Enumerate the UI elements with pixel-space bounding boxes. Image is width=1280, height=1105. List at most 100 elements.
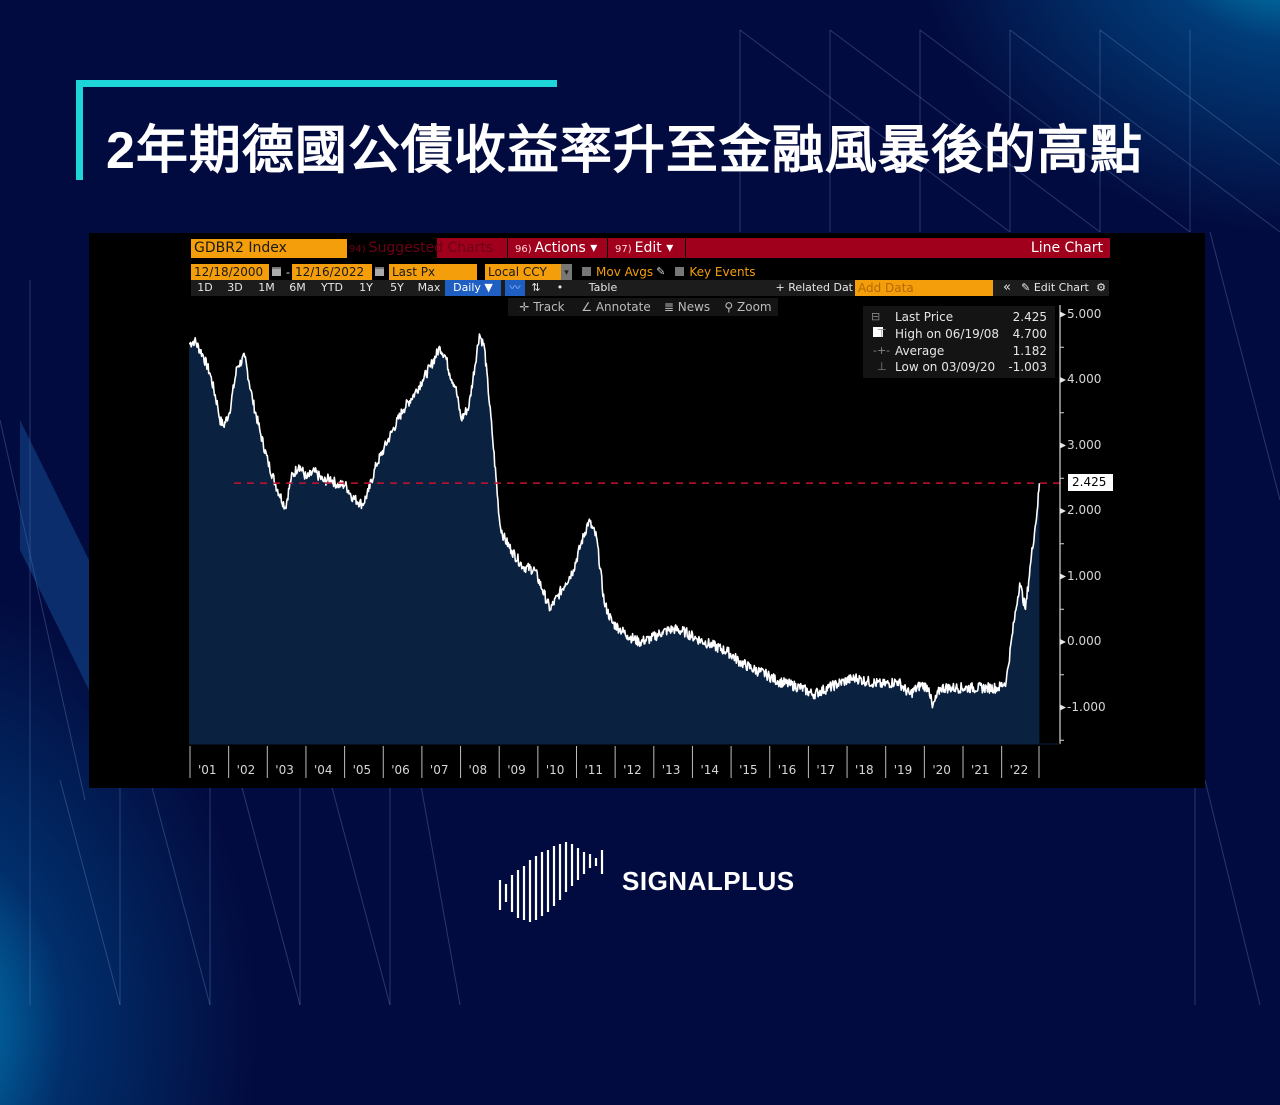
- title-accent-bracket: [76, 80, 83, 180]
- x-tick-label: '17: [816, 763, 835, 777]
- chart-legend: ⊟ Last Price 2.425 ⊤ High on 06/19/08 4.…: [863, 306, 1055, 378]
- average-marker-icon: -+-: [873, 344, 891, 357]
- y-tick-marker: [1060, 704, 1066, 711]
- separator: [507, 238, 508, 258]
- pencil-icon[interactable]: ✎: [656, 266, 666, 278]
- x-tick-label: '01: [198, 763, 217, 777]
- function-bar: [437, 238, 1110, 258]
- x-tick-label: '09: [507, 763, 526, 777]
- mov-avgs-checkbox[interactable]: [582, 267, 591, 276]
- yield-area-fill: [189, 334, 1040, 744]
- y-tick-label: 4.000: [1067, 372, 1102, 386]
- x-tick-label: '10: [545, 763, 565, 777]
- x-tick-label: '07: [429, 763, 449, 777]
- chart-tools-bar: ✛ Track ∠ Annotate ≣ News ⚲ Zoom: [508, 298, 778, 316]
- suggested-charts-button[interactable]: 94) Suggested Charts: [349, 240, 494, 256]
- edit-menu-button[interactable]: 97) Edit ▾: [615, 240, 674, 256]
- add-data-input[interactable]: Add Data: [855, 280, 993, 296]
- dropdown-arrow-icon[interactable]: ▾: [561, 263, 572, 280]
- gear-icon[interactable]: ⚙: [1093, 280, 1109, 296]
- x-tick-label: '04: [313, 763, 333, 777]
- title-accent-bar: [76, 80, 557, 87]
- date-range-row: 12/18/2000 - 12/16/2022 Last Px Local CC…: [191, 263, 756, 280]
- period-1y-button[interactable]: 1Y: [351, 280, 381, 296]
- zoom-tool[interactable]: ⚲ Zoom: [718, 299, 778, 315]
- track-tool[interactable]: ✛ Track: [508, 299, 576, 315]
- pen-icon: ∠: [581, 300, 596, 314]
- x-tick-label: '03: [275, 763, 294, 777]
- key-events-checkbox[interactable]: [675, 267, 685, 276]
- period-1d-button[interactable]: 1D: [191, 280, 219, 296]
- x-tick-label: '20: [932, 763, 951, 777]
- legend-last-price[interactable]: ⊟ Last Price 2.425: [871, 309, 1047, 337]
- y-axis-ticks: [1060, 311, 1066, 741]
- crosshair-icon: ✛: [519, 300, 534, 314]
- period-6m-button[interactable]: 6M: [282, 280, 313, 296]
- actions-menu-button[interactable]: 96) Actions ▾: [515, 240, 598, 256]
- period-1m-button[interactable]: 1M: [251, 280, 282, 296]
- legend-high: ⊤ High on 06/19/08 4.700: [871, 326, 1047, 342]
- calendar-icon[interactable]: [375, 267, 384, 276]
- mov-avgs-label[interactable]: Mov Avgs: [596, 264, 654, 279]
- low-marker-icon: ⊥: [877, 360, 887, 373]
- period-max-button[interactable]: Max: [413, 280, 445, 296]
- y-tick-marker: [1060, 442, 1066, 449]
- collapse-toggle-icon[interactable]: ⊟: [871, 309, 891, 341]
- background-decorative-lines: [0, 29, 1280, 1005]
- ticker-field[interactable]: GDBR2 Index: [191, 239, 347, 258]
- price-field-select[interactable]: Last Px: [389, 263, 477, 280]
- frequency-select[interactable]: Daily ▼: [445, 280, 501, 296]
- y-tick-label: -1.000: [1067, 699, 1106, 714]
- x-tick-label: '22: [1009, 763, 1029, 777]
- yield-chart[interactable]: [89, 233, 1205, 788]
- news-icon: ≣: [663, 300, 678, 314]
- x-tick-label: '08: [468, 763, 488, 777]
- x-tick-label: '06: [391, 763, 410, 777]
- table-button[interactable]: Table: [573, 280, 633, 296]
- brand-name: SIGNALPLUS: [622, 866, 795, 896]
- y-tick-marker: [1060, 508, 1066, 514]
- last-price-tag: 2.425: [1068, 474, 1113, 491]
- currency-select[interactable]: Local CCY: [485, 263, 561, 280]
- calendar-icon[interactable]: [272, 267, 281, 276]
- x-tick-label: '14: [700, 763, 720, 777]
- x-tick-label: '05: [352, 763, 372, 777]
- y-tick-marker: [1060, 377, 1066, 383]
- x-tick-label: '15: [739, 763, 758, 777]
- background-glow-top-right: [880, 0, 1280, 260]
- period-toolbar: 1D 3D 1M 6M YTD 1Y 5Y Max Daily ▼ 〰 ⇅ • …: [191, 280, 1109, 296]
- related-data-button[interactable]: + Related Dat: [767, 280, 855, 296]
- x-tick-label: '13: [661, 763, 681, 777]
- period-3d-button[interactable]: 3D: [219, 280, 251, 296]
- white-square-icon: [873, 327, 883, 337]
- x-tick-label: '02: [236, 763, 256, 777]
- high-marker-icon: ⊤: [877, 327, 887, 340]
- x-tick-label: '12: [623, 763, 642, 777]
- annotate-tool[interactable]: ∠ Annotate: [576, 299, 656, 315]
- bar-chart-icon[interactable]: ⇅: [525, 280, 547, 296]
- separator: [685, 238, 686, 258]
- end-date-field[interactable]: 12/16/2022: [292, 263, 372, 280]
- start-date-field[interactable]: 12/18/2000: [191, 263, 269, 280]
- y-tick-label: 2.000: [1067, 503, 1102, 517]
- edit-chart-button[interactable]: ✎ Edit Chart: [1017, 280, 1093, 296]
- x-tick-label: '16: [777, 763, 797, 777]
- bloomberg-chart-panel: GDBR2 Index 94) Suggested Charts 96) Actio…: [89, 233, 1205, 788]
- line-chart-icon[interactable]: 〰: [505, 280, 525, 296]
- legend-low: ⊥ Low on 03/09/20 -1.003: [871, 359, 1047, 375]
- x-tick-label: '19: [893, 763, 913, 777]
- news-tool[interactable]: ≣ News: [656, 299, 718, 315]
- chart-type-label[interactable]: Line Chart: [1030, 240, 1103, 256]
- x-tick-label: '18: [855, 763, 874, 777]
- signalplus-logo-icon: [498, 842, 604, 922]
- legend-average: -+- Average 1.182: [873, 344, 1047, 358]
- collapse-button[interactable]: «: [997, 280, 1017, 296]
- more-options-icon[interactable]: •: [547, 280, 573, 296]
- y-tick-marker: [1060, 639, 1066, 645]
- y-tick-label: 0.000: [1067, 634, 1102, 648]
- date-separator: -: [286, 264, 290, 279]
- period-ytd-button[interactable]: YTD: [313, 280, 351, 296]
- y-tick-label: 5.000: [1067, 306, 1102, 321]
- period-5y-button[interactable]: 5Y: [381, 280, 413, 296]
- key-events-label[interactable]: Key Events: [689, 264, 756, 279]
